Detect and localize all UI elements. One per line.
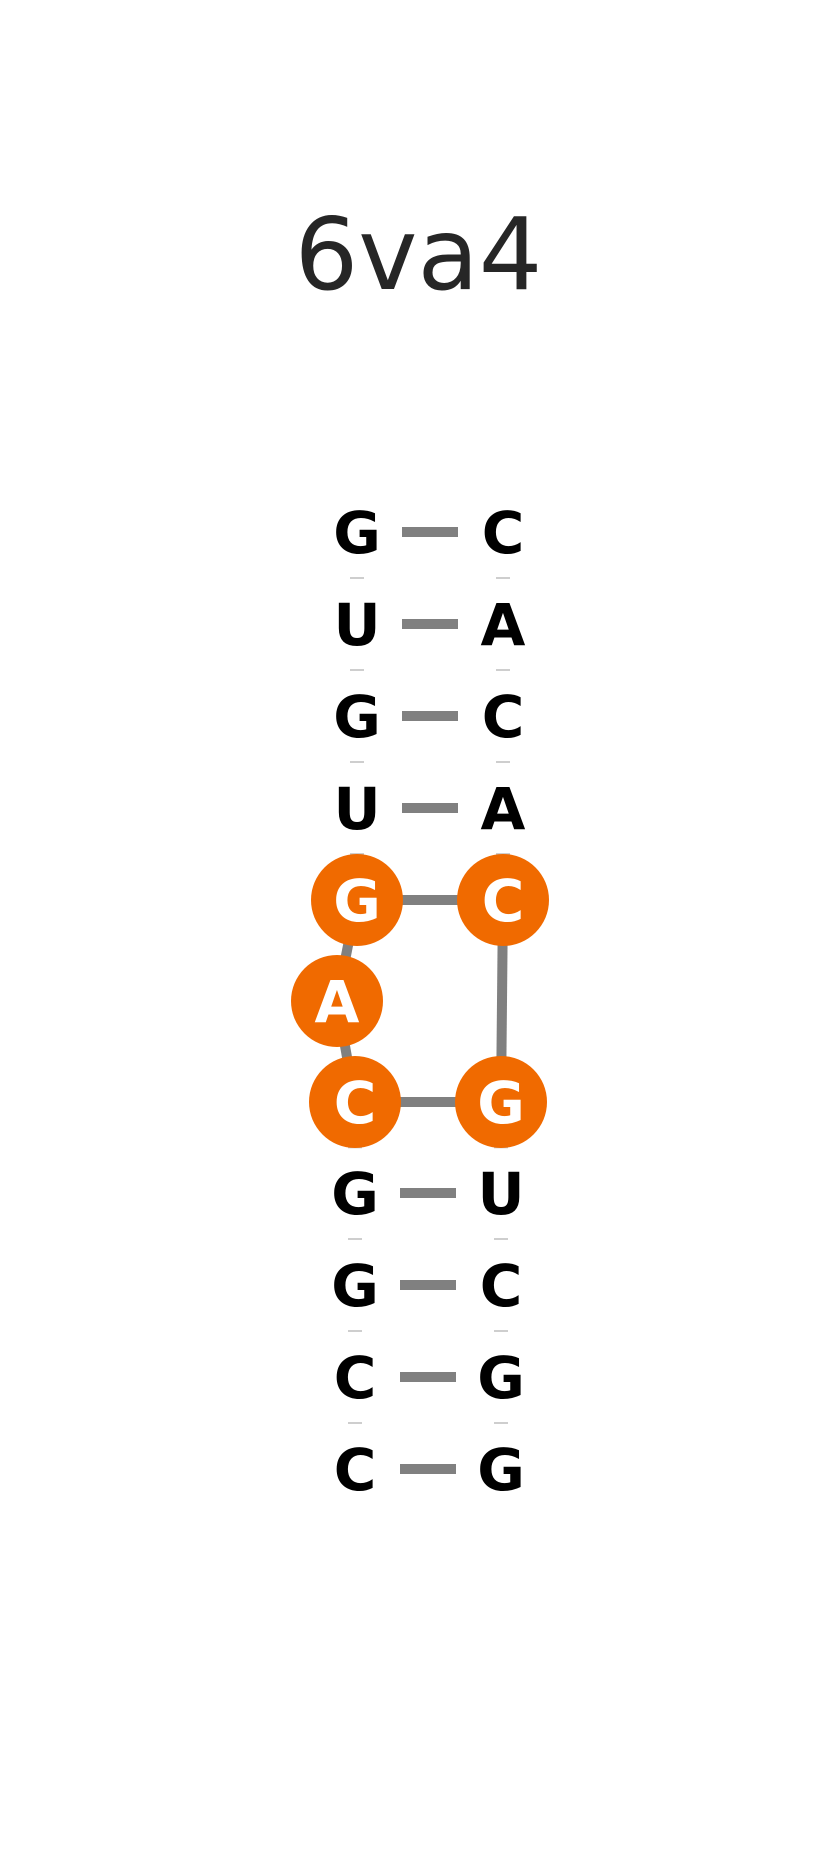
nucleotide-right-0: C bbox=[482, 499, 525, 567]
highlight-circle bbox=[309, 1056, 401, 1148]
nucleotide-right-3: A bbox=[481, 775, 526, 843]
nucleotide-label: G bbox=[477, 1344, 525, 1412]
nucleotide-label: G bbox=[477, 1069, 525, 1137]
nucleotide-left-5: A bbox=[291, 955, 383, 1047]
nucleotide-right-6: U bbox=[477, 1160, 524, 1228]
nucleotide-label: G bbox=[477, 1436, 525, 1504]
nucleotide-label: A bbox=[481, 591, 526, 659]
nucleotide-left-8: G bbox=[331, 1252, 379, 1320]
nucleotide-left-7: G bbox=[331, 1160, 379, 1228]
nucleotide-label: C bbox=[482, 499, 525, 567]
nucleotide-label: C bbox=[334, 1436, 377, 1504]
nucleotide-left-0: G bbox=[333, 499, 381, 567]
nucleotide-label: U bbox=[333, 591, 380, 659]
highlight-circle bbox=[455, 1056, 547, 1148]
nucleotide-left-6: C bbox=[309, 1056, 401, 1148]
nucleotide-right-7: C bbox=[480, 1252, 523, 1320]
highlight-circle bbox=[311, 854, 403, 946]
nucleotide-right-8: G bbox=[477, 1344, 525, 1412]
nucleotide-label: G bbox=[333, 867, 381, 935]
nucleotide-label: C bbox=[480, 1252, 523, 1320]
nucleotide-label: G bbox=[333, 499, 381, 567]
highlight-circle bbox=[457, 854, 549, 946]
nucleotide-left-1: U bbox=[333, 591, 380, 659]
nucleotide-label: G bbox=[331, 1160, 379, 1228]
nucleotide-left-9: C bbox=[334, 1344, 377, 1412]
nucleotide-label: G bbox=[331, 1252, 379, 1320]
nucleotide-left-3: U bbox=[333, 775, 380, 843]
nucleotide-label: C bbox=[334, 1344, 377, 1412]
nucleotide-left-4: G bbox=[311, 854, 403, 946]
nucleotide-right-5: G bbox=[455, 1056, 547, 1148]
highlight-circle bbox=[291, 955, 383, 1047]
nucleotide-right-1: A bbox=[481, 591, 526, 659]
nucleotide-label: A bbox=[315, 968, 360, 1036]
nucleotide-left-2: G bbox=[333, 683, 381, 751]
nucleotide-left-10: C bbox=[334, 1436, 377, 1504]
nucleotide-label: U bbox=[333, 775, 380, 843]
nucleotide-label: C bbox=[482, 867, 525, 935]
nucleotide-label: C bbox=[482, 683, 525, 751]
nucleotide-label: U bbox=[477, 1160, 524, 1228]
nucleotide-right-9: G bbox=[477, 1436, 525, 1504]
diagram-title: 6va4 bbox=[294, 196, 543, 313]
nucleotide-label: C bbox=[334, 1069, 377, 1137]
nucleotide-label: A bbox=[481, 775, 526, 843]
nucleotide-right-2: C bbox=[482, 683, 525, 751]
nucleotide-right-4: C bbox=[457, 854, 549, 946]
nucleotide-label: G bbox=[333, 683, 381, 751]
